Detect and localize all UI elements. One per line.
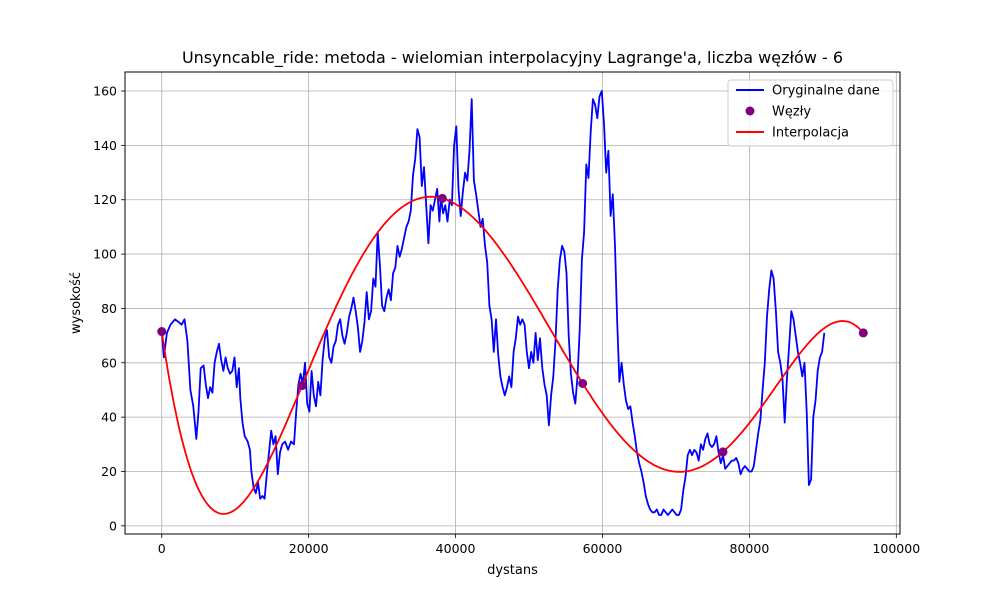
node-point xyxy=(437,193,447,203)
axes-frame xyxy=(124,71,901,535)
y-tick-label: 120 xyxy=(93,192,117,207)
y-tick-label: 40 xyxy=(101,410,117,425)
legend: Oryginalne dane Węzły Interpolacja xyxy=(727,79,894,147)
y-tick-label: 0 xyxy=(109,518,117,533)
x-tick-label: 60000 xyxy=(583,541,623,556)
y-axis-label: wysokość xyxy=(69,272,84,334)
chart-title: Unsyncable_ride: metoda - wielomian inte… xyxy=(182,48,843,68)
series-line-interpolation xyxy=(160,195,864,515)
legend-box xyxy=(727,79,894,147)
node-point xyxy=(858,328,868,338)
node-point xyxy=(297,381,307,391)
legend-label-nodes: Węzły xyxy=(772,105,811,120)
x-axis-label: dystans xyxy=(487,563,538,578)
y-tick-label: 140 xyxy=(93,138,117,153)
y-tick-label: 60 xyxy=(101,355,117,370)
axis-ticks: 0 20000 40000 60000 80000 100000 0 20 40 60 80 100 1… xyxy=(93,84,920,556)
plot-area xyxy=(157,90,868,516)
y-tick-label: 20 xyxy=(101,464,117,479)
y-tick-label: 160 xyxy=(93,84,117,99)
node-point xyxy=(718,447,728,457)
legend-swatch-nodes xyxy=(745,106,755,116)
series-line-original xyxy=(160,90,826,516)
y-tick-label: 100 xyxy=(93,247,117,262)
y-tick-label: 80 xyxy=(101,301,117,316)
node-point xyxy=(578,378,588,388)
x-tick-label: 40000 xyxy=(436,541,476,556)
x-tick-label: 0 xyxy=(158,541,166,556)
legend-label-original: Oryginalne dane xyxy=(772,84,880,99)
legend-label-interpolation: Interpolacja xyxy=(772,126,849,141)
node-point xyxy=(157,327,167,337)
x-tick-label: 80000 xyxy=(730,541,770,556)
x-tick-label: 20000 xyxy=(289,541,329,556)
x-tick-label: 100000 xyxy=(872,541,920,556)
